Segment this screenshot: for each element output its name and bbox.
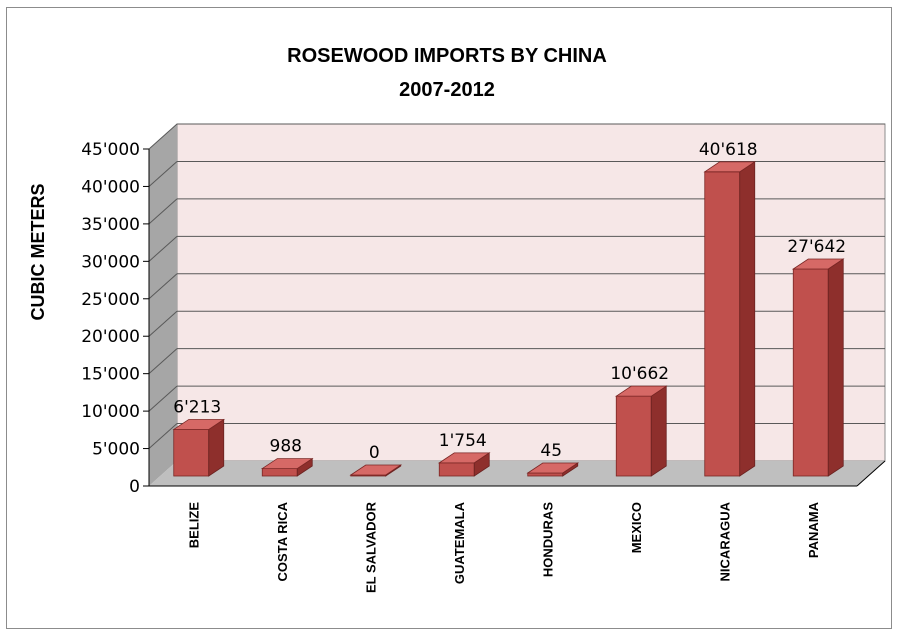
chart-title: ROSEWOOD IMPORTS BY CHINA bbox=[287, 45, 607, 67]
category-label: COSTA RICA bbox=[275, 501, 290, 581]
category-labels: BELIZE COSTA RICA EL SALVADOR GUATEMALA HOND… bbox=[186, 501, 821, 593]
bar-side bbox=[827, 258, 844, 477]
bar-front bbox=[261, 468, 298, 477]
bar-top bbox=[349, 464, 403, 476]
bar-top bbox=[437, 452, 491, 464]
category-label: HONDURAS bbox=[540, 502, 555, 577]
bar-guatemala bbox=[437, 452, 491, 477]
y-axis: 0 5'000 10'000 15'000 20'000 25'000 30'000 35'0… bbox=[81, 140, 886, 497]
y-tick-label: 45'000 bbox=[81, 140, 140, 160]
bar-side bbox=[650, 385, 667, 477]
bar-costa-rica bbox=[260, 457, 314, 477]
data-label: 45 bbox=[540, 441, 562, 461]
y-tick-label: 35'000 bbox=[81, 215, 140, 235]
x-axis-depth bbox=[856, 460, 886, 487]
bar-top bbox=[526, 462, 580, 474]
y-tick-label: 15'000 bbox=[81, 365, 140, 385]
bar-mexico bbox=[614, 385, 668, 477]
gridline-side bbox=[148, 423, 178, 449]
bar-belize bbox=[172, 418, 226, 477]
bar-top bbox=[260, 458, 314, 470]
bars bbox=[172, 161, 845, 477]
chart-walls bbox=[149, 123, 886, 486]
gridline-side bbox=[148, 161, 178, 187]
back-wall bbox=[176, 123, 886, 462]
bar-front bbox=[527, 472, 564, 477]
side-wall bbox=[149, 124, 177, 486]
bar-nicaragua bbox=[703, 161, 757, 477]
y-tick-label: 40'000 bbox=[81, 177, 140, 197]
category-label: BELIZE bbox=[186, 502, 201, 549]
floor bbox=[149, 461, 885, 486]
y-tick-label: 0 bbox=[129, 477, 140, 497]
bar-front bbox=[173, 429, 210, 477]
category-label: MEXICO bbox=[629, 502, 644, 553]
y-tick-label: 10'000 bbox=[81, 402, 140, 422]
gridline-side bbox=[148, 235, 178, 262]
data-label: 40'618 bbox=[699, 140, 758, 160]
bar-top bbox=[791, 258, 845, 270]
data-labels: 6'213 988 0 1'754 45 10'662 40'618 27'642 bbox=[173, 140, 846, 463]
bar-top bbox=[614, 385, 668, 397]
gridline-side bbox=[148, 198, 178, 225]
bar-front bbox=[792, 268, 829, 477]
gridline-side bbox=[148, 385, 178, 412]
data-label: 988 bbox=[270, 437, 302, 457]
gridline-side bbox=[148, 273, 178, 300]
category-label: NICARAGUA bbox=[717, 501, 732, 581]
data-label: 0 bbox=[369, 443, 380, 463]
chart-subtitle: 2007-2012 bbox=[399, 79, 495, 101]
data-label: 10'662 bbox=[610, 364, 669, 384]
category-label: PANAMA bbox=[806, 501, 821, 558]
data-label: 27'642 bbox=[787, 237, 846, 257]
category-label: GUATEMALA bbox=[452, 501, 467, 584]
y-tick-label: 30'000 bbox=[81, 252, 140, 272]
category-label: EL SALVADOR bbox=[363, 501, 378, 593]
gridline-side bbox=[148, 310, 178, 337]
bar-top bbox=[703, 161, 757, 173]
bar-panama bbox=[791, 258, 845, 477]
bar-front bbox=[615, 395, 652, 477]
bar-side bbox=[739, 161, 756, 477]
bar-honduras bbox=[526, 462, 580, 477]
gridline-side bbox=[148, 348, 178, 375]
gridlines bbox=[148, 123, 885, 449]
bar-front bbox=[438, 462, 475, 477]
bar-front bbox=[704, 171, 741, 477]
y-axis-label: CUBIC METERS bbox=[28, 183, 48, 320]
bar-top bbox=[172, 419, 226, 430]
y-tick-label: 25'000 bbox=[81, 290, 140, 310]
gridline-side bbox=[148, 123, 178, 150]
data-label: 1'754 bbox=[439, 431, 487, 451]
data-label: 6'213 bbox=[173, 397, 221, 417]
bar-el-salvador bbox=[349, 464, 403, 477]
y-tick-label: 5'000 bbox=[92, 440, 140, 460]
y-tick-label: 20'000 bbox=[81, 327, 140, 347]
